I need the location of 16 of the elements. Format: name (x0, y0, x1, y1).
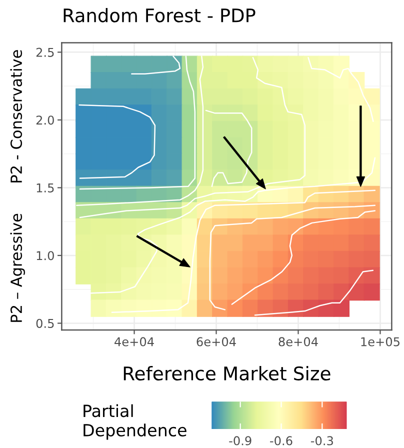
color-bar-title: Partial Dependence (84, 404, 186, 440)
y-tick-label: 1.5 (36, 183, 54, 192)
color-bar-label: -0.9 (229, 436, 252, 446)
x-tick-label: 6e+04 (196, 337, 236, 346)
y-tick-label: 2.5 (36, 48, 54, 57)
x-tick-label: 8e+04 (278, 337, 318, 346)
x-tick-label: 1e+05 (361, 337, 400, 346)
chart-title: Random Forest - PDP (64, 8, 256, 22)
x-tick-label: 4e+04 (114, 337, 154, 346)
color-bar-label: -0.3 (310, 436, 333, 446)
x-axis-title: Reference Market Size (124, 366, 330, 381)
y-tick-label: 0.5 (36, 318, 54, 328)
y-axis-title: P2 – Agressive P2 - Conservative (10, 50, 25, 322)
color-bar-label: -0.6 (270, 436, 292, 446)
y-tick-label: 1.0 (36, 251, 54, 260)
y-tick-label: 2.0 (36, 116, 54, 125)
